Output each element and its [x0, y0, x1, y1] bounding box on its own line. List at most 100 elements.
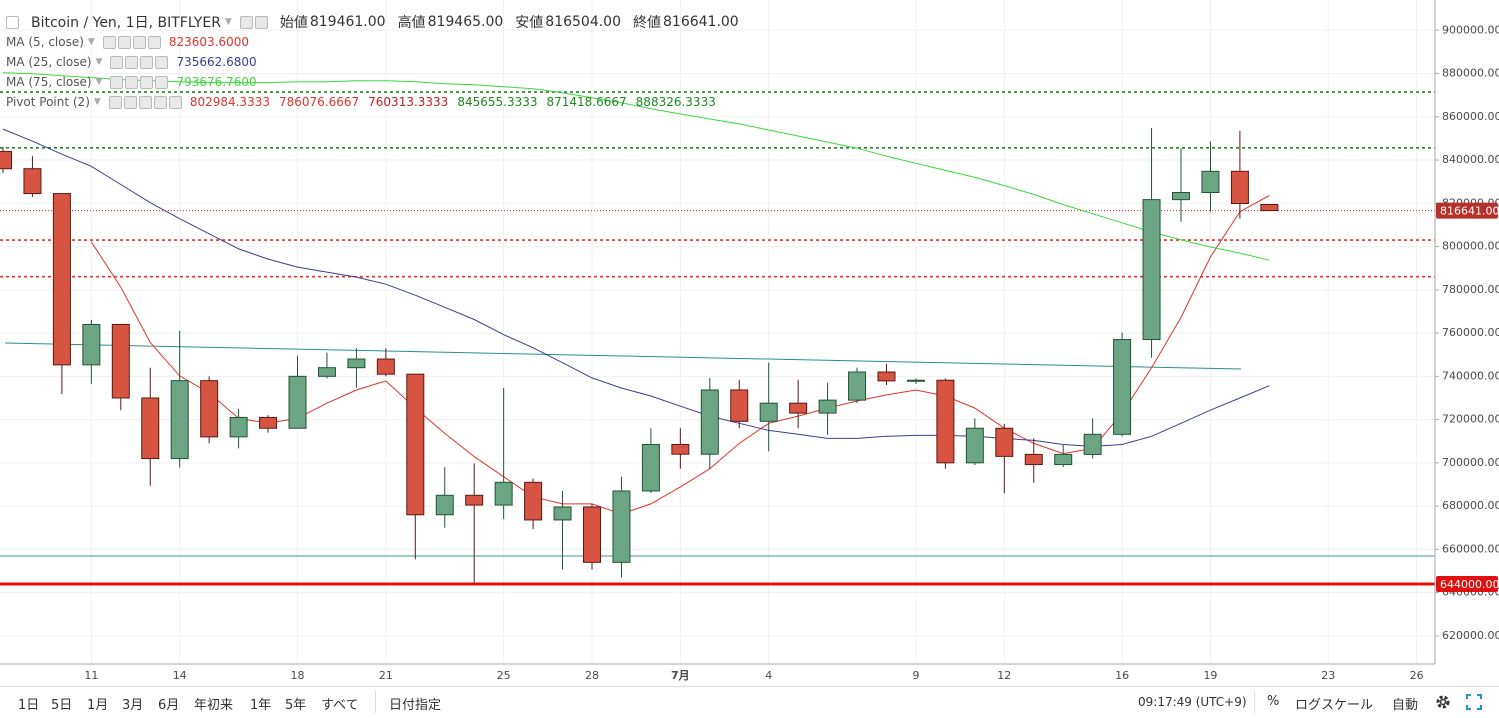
x-tick-label: 7月	[671, 669, 690, 682]
price-tag	[1436, 575, 1498, 592]
log-scale-button[interactable]: ログスケール	[1295, 698, 1374, 713]
indicator-value: 793676.7600	[176, 75, 257, 89]
candle-body	[494, 481, 513, 506]
candle-body	[259, 416, 278, 429]
y-tick-label: 840000.00	[1442, 153, 1499, 166]
fullscreen-icon[interactable]	[1466, 694, 1482, 710]
candle-body	[524, 481, 543, 521]
interval-button[interactable]: 3月	[122, 698, 144, 713]
ohlc-value: 816504.00	[545, 14, 621, 30]
candle-body	[759, 402, 778, 422]
auto-button[interactable]: 自動	[1392, 698, 1419, 713]
candle-body	[141, 397, 160, 460]
interval-button[interactable]: 1日	[18, 698, 40, 713]
x-tick-label: 14	[173, 669, 187, 682]
interval-button[interactable]: すべて	[321, 698, 359, 713]
candle-body	[877, 371, 896, 382]
pivot-value: 888326.3333	[635, 95, 716, 109]
candle-body	[317, 367, 336, 377]
interval-button[interactable]: 1年	[250, 698, 272, 713]
pivot-value: 786076.6667	[278, 95, 360, 109]
candle-body	[465, 494, 484, 506]
candles	[0, 128, 1279, 585]
x-tick-label: 12	[997, 669, 1011, 682]
pivot-value: 871418.6667	[546, 95, 627, 109]
overlays	[2, 72, 1270, 515]
candle-body	[23, 168, 42, 195]
candle-body	[288, 375, 307, 429]
indicator-row: MA (75, close) ▼ 793676.7600	[6, 75, 257, 89]
levels	[0, 91, 1435, 586]
trend-line	[4, 342, 1242, 370]
candle-body	[1230, 170, 1249, 205]
x-tick-label: 19	[1203, 669, 1217, 682]
candle-body	[641, 443, 660, 492]
x-tick-label: 21	[379, 669, 393, 682]
indicator-value: 735662.6800	[176, 55, 257, 69]
candle-body	[583, 506, 601, 563]
percent-button[interactable]: %	[1267, 694, 1280, 709]
indicator-row: Pivot Point (2) ▼ 802984.3333 786076.6667 76…	[6, 95, 716, 109]
x-tick-label: 11	[84, 669, 98, 682]
candle-body	[1083, 433, 1102, 455]
indicator-list: MA (5, close) ▼ 823603.6000 MA (25, close) ▼…	[6, 32, 751, 112]
x-tick-label: 16	[1115, 669, 1129, 682]
bottom-toolbar: 1日 5日 1月 3月 6月 年初来 1年 5年 すべて 日付指定 09:17:…	[0, 686, 1499, 718]
y-tick-label: 660000.00	[1442, 542, 1499, 555]
x-tick-label: 23	[1321, 669, 1335, 682]
candle-body	[1142, 199, 1161, 341]
legend-title-row: Bitcoin / Yen, 1日, BITFLYER ▼ 始値 819461.00…	[6, 10, 751, 34]
candle-body	[376, 358, 395, 375]
candle-body	[730, 389, 749, 422]
y-tick-label: 900000.00	[1442, 23, 1499, 36]
ma-line	[90, 195, 1270, 515]
candle-body	[936, 379, 955, 464]
ma-line	[2, 128, 1270, 447]
y-tick-label: 740000.00	[1442, 369, 1499, 382]
candle-body	[406, 373, 425, 516]
y-tick-label: 800000.00	[1442, 240, 1499, 253]
indicator-name: MA (5, close)	[6, 35, 84, 49]
y-tick-label: 700000.00	[1442, 456, 1499, 469]
x-tick-label: 26	[1410, 669, 1424, 682]
y-tick-label: 860000.00	[1442, 110, 1499, 123]
candle-body	[995, 427, 1014, 457]
price-tag-label: 816641.00	[1440, 205, 1499, 218]
interval-button[interactable]: 5年	[285, 698, 307, 713]
price-tags: 816641.00 644000.00	[1436, 202, 1499, 592]
interval-button[interactable]: 5日	[51, 698, 73, 713]
candle-body	[1024, 453, 1043, 466]
interval-button[interactable]: 1月	[87, 698, 109, 713]
interval-button[interactable]: 6月	[158, 698, 180, 713]
indicator-name: Pivot Point (2)	[6, 95, 90, 109]
ohlc-name: 終値	[633, 15, 661, 31]
y-tick-label: 760000.00	[1442, 326, 1499, 339]
y-tick-label: 780000.00	[1442, 283, 1499, 296]
separator	[375, 691, 376, 713]
y-tick-label: 680000.00	[1442, 499, 1499, 512]
candle-body	[0, 150, 12, 170]
axes: 620000.00640000.00660000.00680000.007000…	[84, 23, 1499, 682]
candle-body	[200, 380, 219, 438]
candle-body	[1260, 203, 1279, 212]
ohlc-value: 819461.00	[309, 14, 386, 30]
ohlc-name: 高値	[397, 15, 426, 31]
indicator-value: 823603.6000	[168, 35, 250, 49]
pivot-value: 760313.3333	[368, 95, 449, 109]
settings-icon[interactable]	[1435, 694, 1451, 710]
candle-body	[965, 427, 984, 464]
indicator-name: MA (75, close)	[6, 75, 92, 89]
ohlc-value: 816641.00	[663, 14, 739, 30]
chart: 620000.00640000.00660000.00680000.007000…	[0, 0, 1499, 682]
x-tick-label: 9	[912, 669, 919, 682]
indicator-row: MA (25, close) ▼ 735662.6800	[6, 55, 257, 69]
candle-body	[789, 402, 808, 414]
candle-body	[1201, 170, 1220, 193]
date-range-button[interactable]: 日付指定	[389, 698, 442, 713]
ohlc-name: 始値	[279, 15, 308, 31]
interval-button[interactable]: 年初来	[194, 698, 234, 713]
candle-body	[347, 358, 366, 369]
ohlc-name: 安値	[515, 15, 544, 31]
price-tag	[1436, 202, 1498, 219]
x-tick-label: 18	[291, 669, 305, 682]
